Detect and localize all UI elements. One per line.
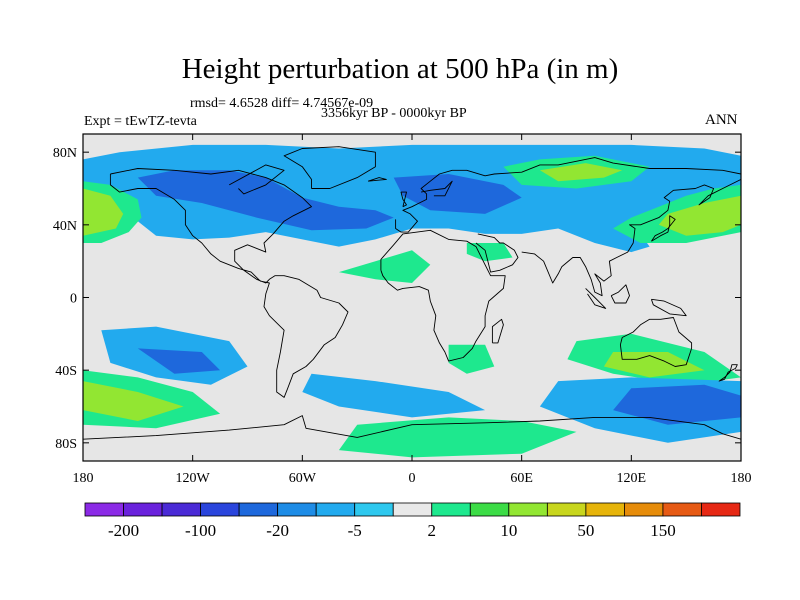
period-text: 3356kyr BP - 0000kyr BP <box>321 106 467 121</box>
x-tick-label: 180 <box>73 471 94 486</box>
coastline-16 <box>83 415 741 440</box>
field-region-arabia-green <box>466 243 513 262</box>
coastline-layer <box>83 146 741 440</box>
colorbar-swatch <box>161 502 201 517</box>
coastline-7 <box>718 364 738 382</box>
coastline-4 <box>475 233 519 273</box>
y-tick-label: 80S <box>55 437 77 452</box>
coastline-0 <box>109 168 349 398</box>
colorbar-label: -200 <box>108 521 139 540</box>
colorbar-swatch <box>546 502 587 517</box>
coastline-5 <box>521 178 741 297</box>
x-tick-label: 60W <box>289 471 317 486</box>
colorbar-label: 10 <box>500 521 517 540</box>
field-region-na-atlantic-low-blue <box>137 170 394 231</box>
experiment-text: Expt = tEwTZ-tevta <box>84 114 197 129</box>
colorbar-swatch <box>123 502 163 517</box>
y-tick-label: 80N <box>53 146 77 161</box>
field-region-atlantic-tropic-green <box>338 250 431 283</box>
x-tick-label: 120W <box>176 471 211 486</box>
colorbar-swatch <box>84 502 124 517</box>
colorbar: -200 -100 -20 -5 2 10 50 150 <box>84 502 741 540</box>
axes: 180 120W 60W 0 60E 120E 180 80N 40N 0 40S 80S <box>53 134 752 486</box>
colorbar-swatch <box>701 502 741 517</box>
coastline-13 <box>400 191 407 208</box>
coastline-17 <box>421 180 453 197</box>
x-tick-label: 120E <box>617 471 647 486</box>
x-tick-label: 180 <box>731 471 752 486</box>
field-region-siberia-high-yellow <box>539 163 623 182</box>
field-region-indian-ocean-yellow <box>603 352 705 378</box>
field-region-s-africa-green <box>448 344 495 374</box>
chart-title: Height perturbation at 500 hPa (in m) <box>181 53 619 85</box>
colorbar-swatch <box>277 502 317 517</box>
colorbar-label: -5 <box>348 521 362 540</box>
field-region-w-pacific-high-yellow <box>658 195 741 236</box>
coastline-1 <box>283 146 376 189</box>
field-region-southern-ocean-blue <box>613 384 741 425</box>
stats-text: rmsd= 4.6528 diff= 4.74567e-09 <box>190 96 374 111</box>
coastline-3 <box>380 229 506 362</box>
colorbar-swatch <box>662 502 702 517</box>
season-label: ANN <box>705 112 738 128</box>
field-region-antarctic-green <box>338 417 577 458</box>
colorbar-swatch <box>585 502 625 517</box>
y-tick-label: 40S <box>55 364 77 379</box>
colorbar-swatch <box>392 502 433 517</box>
field-region-s-pacific-high-yellow <box>83 381 184 421</box>
coastline-10 <box>585 288 607 309</box>
field-region-s-atlantic-cyan <box>302 373 486 418</box>
colorbar-swatch <box>469 502 510 517</box>
coastline-11 <box>610 284 630 304</box>
coastline-12 <box>650 298 687 317</box>
field-region-n-pacific-high-yellow <box>83 188 124 236</box>
coastline-6 <box>619 317 693 367</box>
x-tick-label: 60E <box>510 471 533 486</box>
colorbar-swatch <box>200 502 240 517</box>
coastline-9 <box>651 215 676 242</box>
colorbar-label: 2 <box>428 521 437 540</box>
colorbar-swatch <box>354 502 394 517</box>
x-tick-label: 0 <box>409 471 416 486</box>
colorbar-swatch <box>238 502 279 517</box>
colorbar-label: -100 <box>185 521 216 540</box>
colorbar-label: -20 <box>266 521 289 540</box>
field-region-s-pacific-blue <box>137 348 221 374</box>
y-tick-label: 40N <box>53 219 77 234</box>
colorbar-swatch <box>315 502 356 517</box>
coastline-15 <box>228 164 285 195</box>
field-layer <box>83 144 741 458</box>
y-tick-label: 0 <box>70 292 77 307</box>
colorbar-label: 150 <box>650 521 676 540</box>
colorbar-swatch <box>431 502 471 517</box>
coastline-14 <box>367 177 387 182</box>
colorbar-swatch <box>624 502 664 517</box>
coastline-2 <box>395 157 741 233</box>
colorbar-label: 50 <box>577 521 594 540</box>
colorbar-swatch <box>508 502 548 517</box>
field-region-eurasia-low-blue <box>393 174 522 214</box>
coastline-8 <box>491 318 504 344</box>
